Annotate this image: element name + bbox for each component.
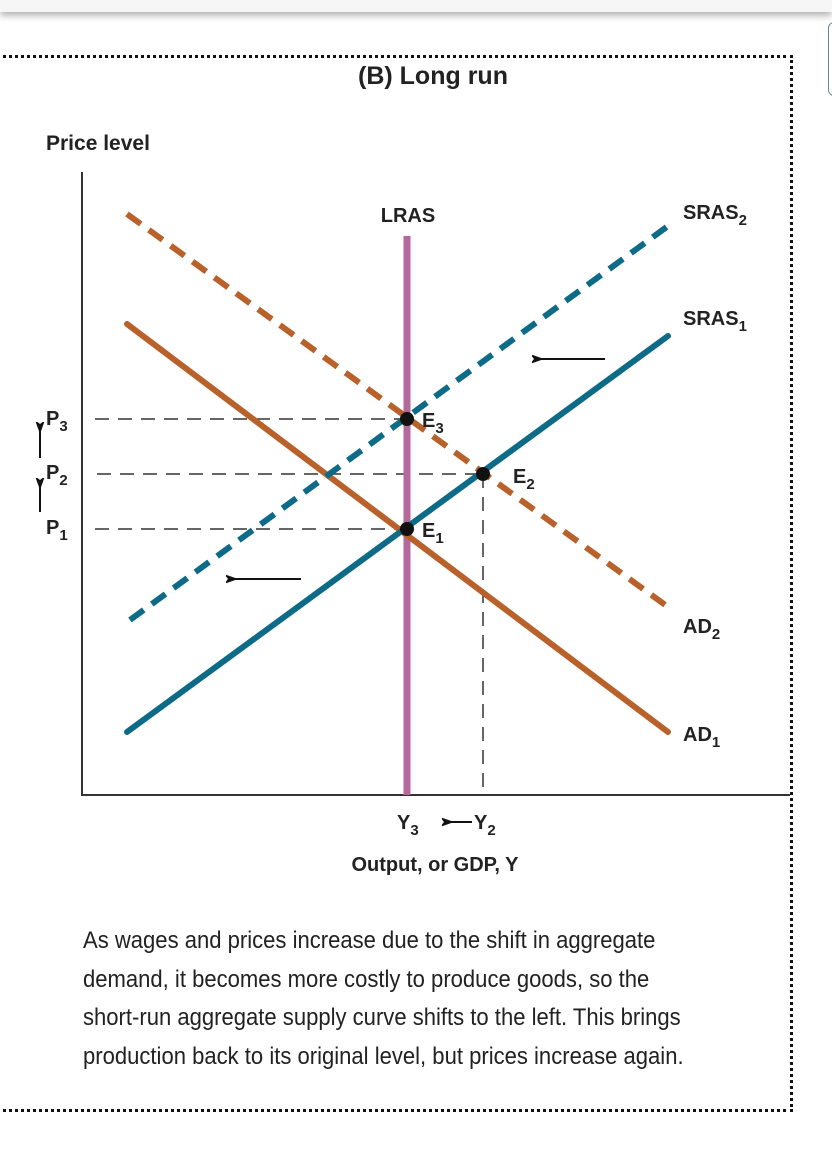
y3-label: Y3 [397, 812, 419, 839]
ad1-curve [124, 321, 671, 735]
ad2-label: AD2 [683, 616, 720, 643]
e2-point [476, 467, 490, 481]
x-axis-label: Output, or GDP, Y [351, 854, 519, 876]
p3-label: P3 [46, 408, 68, 435]
sras2-label: SRAS2 [683, 202, 747, 229]
p2-label: P2 [46, 462, 68, 489]
ad1-label: AD1 [683, 724, 720, 751]
sras1-curve [124, 333, 671, 735]
y-axis-label: Price level [46, 132, 150, 155]
y2-label: Y2 [474, 812, 496, 839]
e1-label: E1 [422, 520, 444, 547]
sras2-curve [128, 223, 670, 623]
lras-label: LRAS [381, 205, 435, 227]
figure-title: (B) Long run [358, 62, 508, 90]
p1-label: P1 [46, 517, 68, 544]
figure-caption: As wages and prices increase due to the … [83, 927, 684, 1070]
e3-point [400, 412, 414, 426]
browser-top-bar [0, 0, 832, 12]
sras1-label: SRAS1 [683, 308, 747, 335]
e1-point [400, 522, 414, 536]
figure-frame [0, 55, 793, 1112]
e2-label: E2 [513, 466, 535, 493]
e3-label: E3 [422, 410, 444, 437]
ad2-curve [125, 211, 670, 610]
